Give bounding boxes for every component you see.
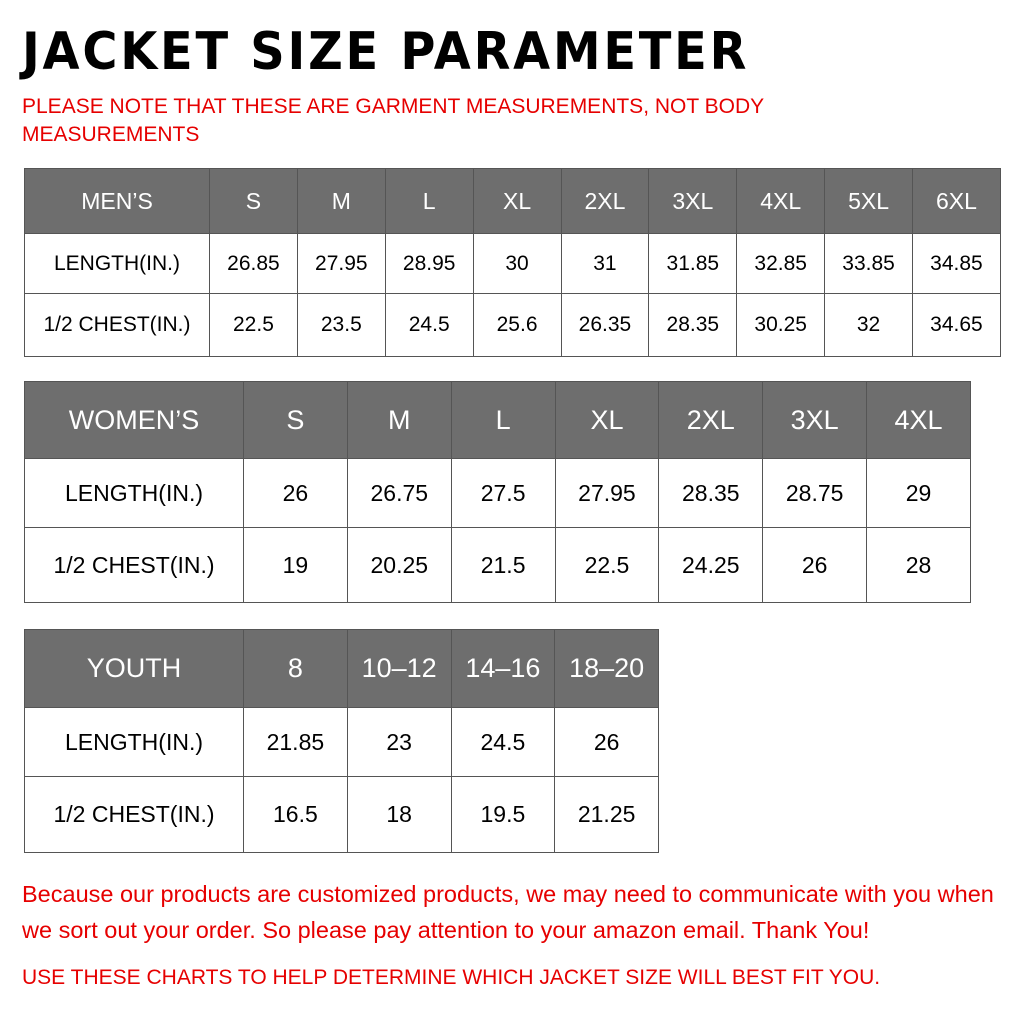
measurement-cell: 28 (866, 527, 971, 603)
measurement-cell: 19.5 (450, 776, 556, 853)
size-header: S (243, 381, 348, 459)
table-row: LENGTH(IN.) 26 26.75 27.5 27.95 28.35 28.75 29 (24, 458, 971, 528)
measurement-cell: 27.5 (450, 458, 556, 528)
header-row: WOMEN’S S M L XL 2XL 3XL 4XL (24, 381, 971, 459)
measurement-cell: 31.85 (648, 233, 738, 294)
size-header: L (450, 381, 556, 459)
measurement-cell: 19 (243, 527, 348, 603)
size-header: 2XL (560, 168, 650, 234)
measurement-cell: 25.6 (472, 293, 562, 357)
measurement-label: 1/2 CHEST(IN.) (24, 776, 244, 853)
measurement-cell: 21.5 (450, 527, 556, 603)
table-row: 1/2 CHEST(IN.) 16.5 18 19.5 21.25 (24, 776, 659, 853)
measurement-cell: 26.75 (346, 458, 452, 528)
size-header: 4XL (736, 168, 826, 234)
measurement-cell: 28.95 (384, 233, 474, 294)
size-header: M (346, 381, 452, 459)
size-header: 3XL (648, 168, 738, 234)
size-header: XL (472, 168, 562, 234)
measurement-cell: 30 (472, 233, 562, 294)
size-header: 4XL (866, 381, 971, 459)
measurement-cell: 24.25 (658, 527, 764, 603)
measurement-label: 1/2 CHEST(IN.) (24, 293, 210, 357)
size-instruction: USE THESE CHARTS TO HELP DETERMINE WHICH… (22, 966, 881, 989)
womens-size-table: WOMEN’S S M L XL 2XL 3XL 4XL LENGTH(IN.) 26 26.75 2… (24, 381, 971, 603)
measurement-cell: 31 (560, 233, 650, 294)
measurement-cell: 24.5 (450, 707, 556, 777)
table-row: 1/2 CHEST(IN.) 19 20.25 21.5 22.5 24.25 26 28 (24, 527, 971, 603)
category-label: YOUTH (24, 629, 244, 708)
measurement-cell: 28.35 (658, 458, 764, 528)
header-row: MEN’S S M L XL 2XL 3XL 4XL 5XL 6XL (24, 168, 1001, 234)
measurement-label: 1/2 CHEST(IN.) (24, 527, 244, 603)
measurement-cell: 24.5 (384, 293, 474, 357)
page-title: JACKET SIZE PARAMETER (22, 22, 750, 82)
measurement-cell: 16.5 (243, 776, 348, 853)
measurement-cell: 28.35 (648, 293, 738, 357)
measurement-cell: 22.5 (209, 293, 298, 357)
size-header: S (209, 168, 298, 234)
size-header: 8 (243, 629, 348, 708)
size-header: 14–16 (450, 629, 556, 708)
measurement-cell: 27.95 (296, 233, 386, 294)
size-header: 10–12 (346, 629, 452, 708)
header-row: YOUTH 8 10–12 14–16 18–20 (24, 629, 659, 708)
measurement-cell: 34.65 (912, 293, 1001, 357)
size-header: 6XL (912, 168, 1001, 234)
size-header: 5XL (824, 168, 913, 234)
measurement-label: LENGTH(IN.) (24, 233, 210, 294)
measurement-cell: 30.25 (736, 293, 826, 357)
measurement-cell: 20.25 (346, 527, 452, 603)
measurement-cell: 28.75 (762, 458, 868, 528)
table-row: 1/2 CHEST(IN.) 22.5 23.5 24.5 25.6 26.35 28.35… (24, 293, 1001, 357)
measurement-cell: 33.85 (824, 233, 913, 294)
measurement-cell: 26.35 (560, 293, 650, 357)
measurement-cell: 26 (554, 707, 659, 777)
measurement-cell: 23 (346, 707, 452, 777)
mens-size-table: MEN’S S M L XL 2XL 3XL 4XL 5XL 6XL LENGTH(IN.) 26.8… (24, 168, 1001, 357)
size-header: L (384, 168, 474, 234)
measurement-cell: 29 (866, 458, 971, 528)
measurement-cell: 32 (824, 293, 913, 357)
size-header: 18–20 (554, 629, 659, 708)
measurement-cell: 32.85 (736, 233, 826, 294)
table-row: LENGTH(IN.) 26.85 27.95 28.95 30 31 31.85 32.85… (24, 233, 1001, 294)
measurement-cell: 26 (243, 458, 348, 528)
size-header: M (296, 168, 386, 234)
measurement-cell: 26 (762, 527, 868, 603)
measurement-cell: 21.85 (243, 707, 348, 777)
youth-size-table: YOUTH 8 10–12 14–16 18–20 LENGTH(IN.) 21.85 23 2… (24, 629, 659, 853)
table-row: LENGTH(IN.) 21.85 23 24.5 26 (24, 707, 659, 777)
measurement-label: LENGTH(IN.) (24, 707, 244, 777)
category-label: MEN’S (24, 168, 210, 234)
garment-note: PLEASE NOTE THAT THESE ARE GARMENT MEASU… (22, 95, 764, 146)
category-label: WOMEN’S (24, 381, 244, 459)
size-header: XL (554, 381, 660, 459)
size-header: 3XL (762, 381, 868, 459)
measurement-cell: 26.85 (209, 233, 298, 294)
measurement-cell: 22.5 (554, 527, 660, 603)
measurement-cell: 23.5 (296, 293, 386, 357)
measurement-cell: 27.95 (554, 458, 660, 528)
measurement-cell: 21.25 (554, 776, 659, 853)
customization-message: Because our products are customized prod… (22, 881, 994, 943)
size-header: 2XL (658, 381, 764, 459)
measurement-cell: 34.85 (912, 233, 1001, 294)
measurement-label: LENGTH(IN.) (24, 458, 244, 528)
measurement-cell: 18 (346, 776, 452, 853)
